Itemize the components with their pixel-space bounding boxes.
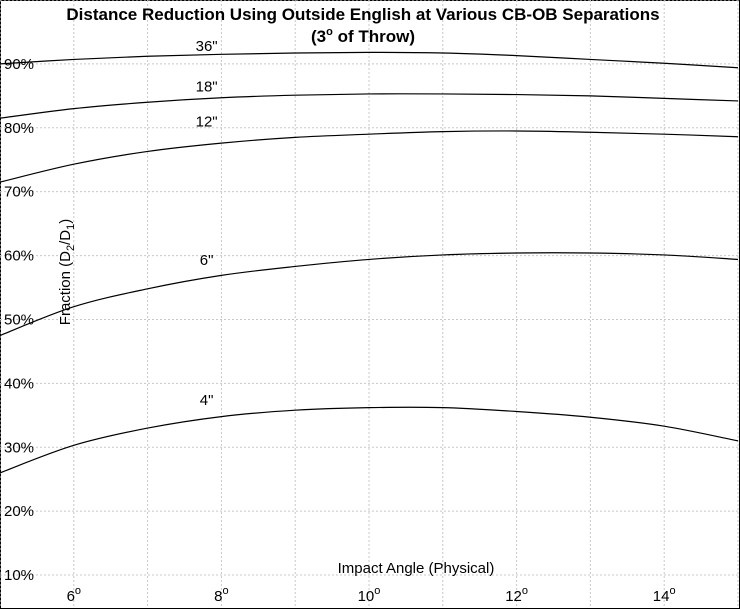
- x-tick-label: 8o: [214, 585, 228, 605]
- series-label-2: 12": [196, 114, 218, 131]
- series-line-0: [0, 51, 739, 69]
- y-axis-label-sub1: 2: [65, 245, 77, 251]
- x-tick-label-degree: o: [75, 585, 81, 597]
- y-axis-label-prefix: Fraction (D: [57, 251, 74, 325]
- curves: [0, 51, 739, 474]
- curve-labels: 36" 18" 12" 6" 4": [196, 38, 218, 409]
- x-tick-label: 14o: [653, 585, 676, 605]
- y-tick-label: 50%: [4, 311, 34, 328]
- series-line-2: [0, 130, 739, 183]
- x-tick-label-value: 14: [653, 588, 670, 605]
- y-tick-label: 30%: [4, 439, 34, 456]
- y-axis-label-sub2: 1: [65, 224, 77, 230]
- chart-title-line2-sup: o: [326, 26, 333, 38]
- y-tick-label: 40%: [4, 375, 34, 392]
- x-tick-label-degree: o: [669, 585, 675, 597]
- y-tick-label: 80%: [4, 120, 34, 137]
- series-label-3: 6": [200, 252, 214, 269]
- y-tick-label: 60%: [4, 248, 34, 265]
- x-tick-label: 6o: [67, 585, 81, 605]
- x-tick-label-value: 12: [505, 588, 522, 605]
- y-axis-label-suffix: ): [57, 219, 74, 224]
- series-line-4: [0, 406, 739, 474]
- series-label-1: 18": [196, 78, 218, 95]
- series-line-1: [0, 93, 739, 119]
- y-tick-labels: 10% 20% 30% 40% 50% 60% 70% 80% 90%: [4, 56, 34, 584]
- x-tick-label-value: 6: [67, 588, 75, 605]
- chart-title-line2-suffix: of Throw): [333, 27, 415, 46]
- y-axis-label: Fraction (D2/D1): [57, 219, 77, 325]
- series-label-4: 4": [200, 392, 214, 409]
- x-tick-label: 12o: [505, 585, 528, 605]
- chart-title-line2: (3o of Throw): [311, 26, 415, 46]
- y-axis-label-mid: /D: [57, 230, 74, 245]
- x-tick-label-degree: o: [223, 585, 229, 597]
- chart-title-line2-prefix: (3: [311, 27, 326, 46]
- x-tick-label-value: 10: [358, 588, 375, 605]
- series-label-0: 36": [196, 38, 218, 55]
- y-tick-label: 70%: [4, 184, 34, 201]
- x-tick-label-degree: o: [374, 585, 380, 597]
- x-tick-label-value: 8: [214, 588, 222, 605]
- series-line-3: [0, 252, 739, 337]
- x-tick-labels: 6o 8o 10o 12o 14o: [67, 585, 676, 605]
- y-tick-label: 20%: [4, 503, 34, 520]
- chart-title-line1: Distance Reduction Using Outside English…: [66, 5, 659, 24]
- x-tick-label: 10o: [358, 585, 381, 605]
- y-tick-label: 90%: [4, 56, 34, 73]
- y-tick-label: 10%: [4, 567, 34, 584]
- x-axis-label: Impact Angle (Physical): [338, 560, 495, 577]
- x-tick-label-degree: o: [522, 585, 528, 597]
